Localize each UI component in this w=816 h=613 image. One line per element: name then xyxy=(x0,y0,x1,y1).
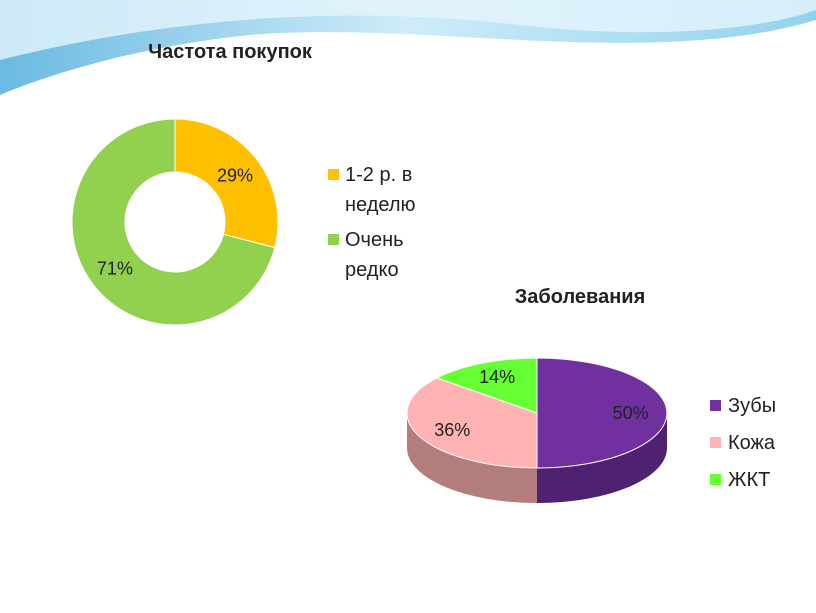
legend-swatch xyxy=(328,169,339,180)
legend-swatch xyxy=(710,474,721,485)
legend-label: ЖКТ xyxy=(728,469,771,491)
value-label: 29% xyxy=(217,165,253,185)
donut-slice xyxy=(71,118,276,326)
legend-swatch xyxy=(710,437,721,448)
pie-slice xyxy=(536,357,668,469)
slice-side xyxy=(537,413,667,503)
slice-side xyxy=(407,413,537,503)
value-label: 36% xyxy=(434,420,470,440)
header-wave xyxy=(0,0,816,60)
legend-label: 1-2 р. в неделю xyxy=(345,164,416,216)
pie-slice xyxy=(406,377,538,469)
legend-label: Очень редко xyxy=(345,229,404,281)
legend-label: Кожа xyxy=(728,432,776,454)
donut-slice xyxy=(174,118,279,249)
legend-label: Зубы xyxy=(728,395,777,417)
legend-swatch xyxy=(328,234,339,245)
chart-title: Частота покупок xyxy=(148,41,313,63)
pie-slice xyxy=(435,357,538,414)
legend-swatch xyxy=(710,400,721,411)
value-label: 71% xyxy=(97,259,133,279)
value-label: 50% xyxy=(613,403,649,423)
chart-title: Заболевания xyxy=(515,286,646,308)
value-label: 14% xyxy=(479,367,515,387)
